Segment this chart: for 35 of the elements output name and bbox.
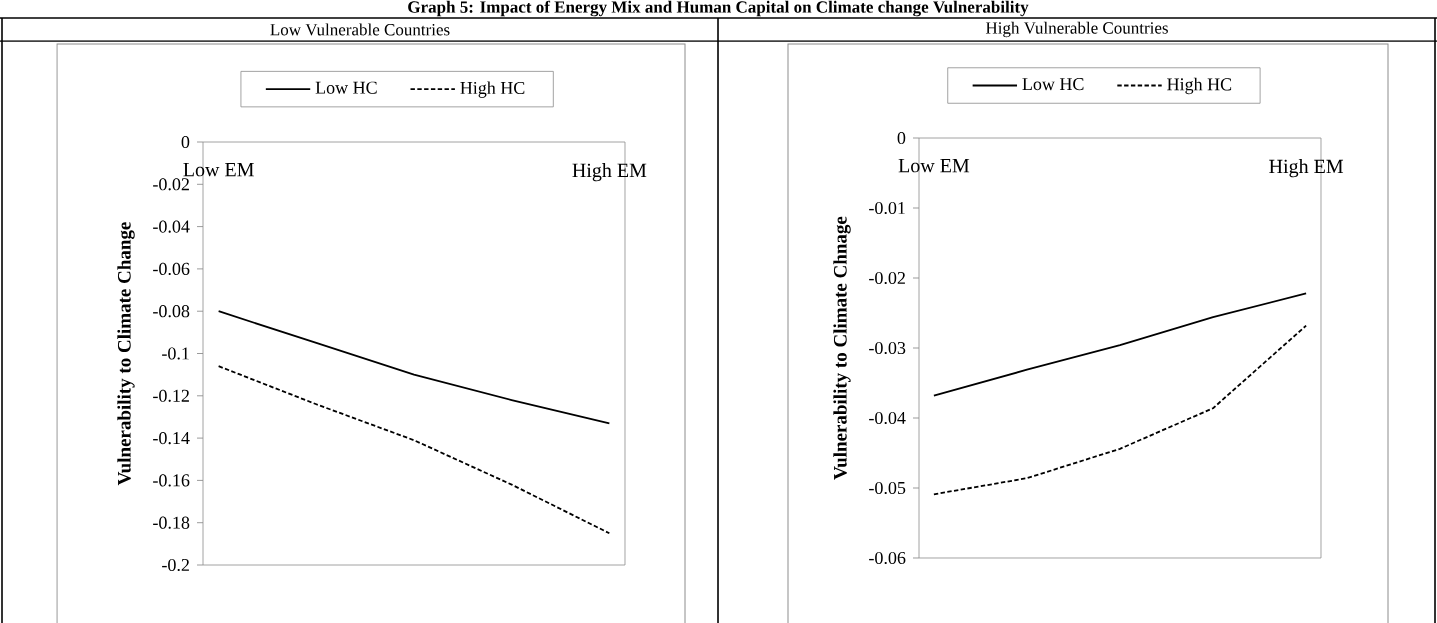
y-tick-label: 0 [897, 131, 906, 145]
y-tick-label: -0.16 [153, 474, 190, 487]
caption: Graph 5: Impact of Energy Mix and Human Capital on Climate change Vulnerability [408, 0, 1029, 17]
line-series [932, 292, 1308, 397]
y-tick-label: -0.08 [153, 305, 190, 318]
y-tick-label: -0.05 [869, 481, 906, 495]
line-series [217, 310, 611, 425]
legend-label: Low HC [1022, 78, 1084, 91]
y-tick-label: -0.03 [869, 341, 906, 355]
y-tick-label: 0 [181, 135, 190, 149]
y-tick-label: -0.2 [162, 558, 189, 572]
y-tick-label: -0.12 [153, 389, 189, 402]
chart-title: High Vulnerable Countries [985, 21, 1168, 38]
legend-label: High HC [460, 81, 525, 98]
legend-label: Low HC [315, 81, 377, 94]
y-tick-label: -0.06 [869, 551, 906, 565]
x-tick-label: High EM [1269, 159, 1344, 178]
y-tick-label: -0.06 [153, 262, 190, 276]
line-series [932, 324, 1308, 496]
y-axis-title: Vulnerability to Climate Change [117, 222, 135, 486]
y-tick-label: -0.04 [153, 220, 190, 233]
y-tick-label: -0.02 [153, 178, 189, 191]
y-tick-label: -0.04 [869, 411, 906, 425]
y-tick-label: -0.1 [162, 347, 189, 360]
line-series [217, 365, 611, 535]
chart-title: Low Vulnerable Countries [270, 23, 450, 36]
y-axis-title: Vulnerability to Climate Chnage [833, 216, 851, 480]
legend-label: High HC [1167, 77, 1232, 95]
y-tick-label: -0.18 [153, 516, 190, 529]
x-tick-label: Low EM [183, 163, 254, 177]
y-tick-label: -0.14 [153, 431, 190, 445]
x-tick-label: High EM [572, 163, 647, 182]
x-tick-label: Low EM [898, 159, 970, 173]
y-tick-label: -0.01 [869, 201, 905, 215]
y-tick-label: -0.02 [869, 271, 905, 285]
